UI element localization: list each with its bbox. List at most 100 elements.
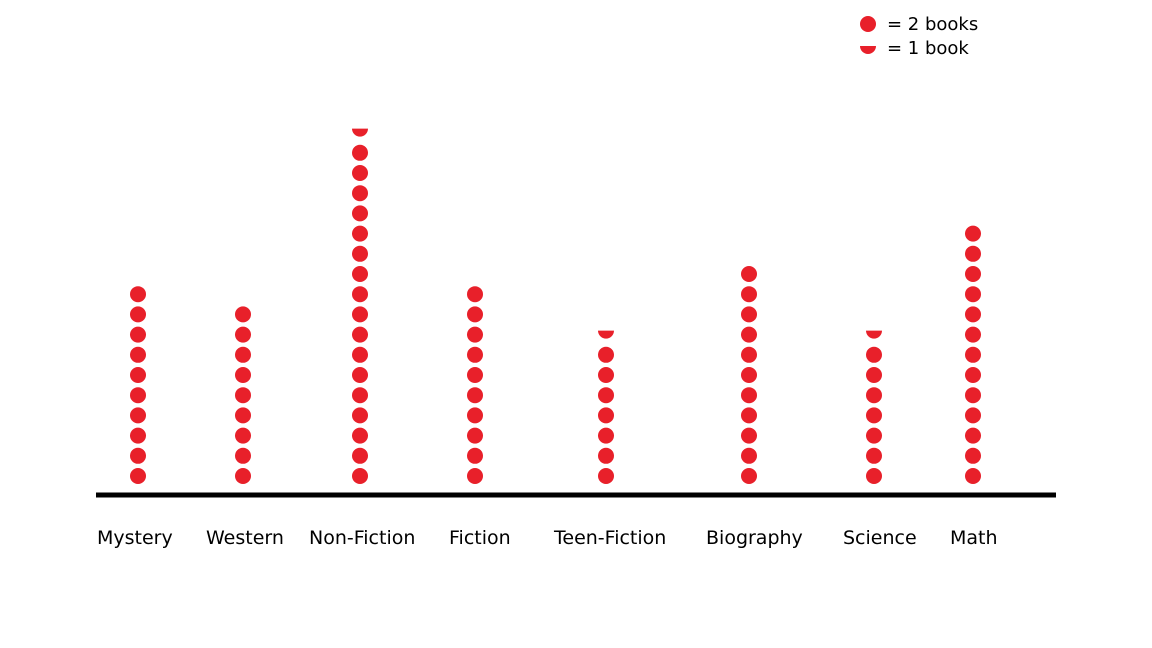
symbol-2-books <box>741 407 757 424</box>
legend-label-one-book: = 1 book <box>887 38 969 59</box>
column-teen-fiction <box>598 330 614 484</box>
symbol-2-books <box>130 447 146 464</box>
category-label: Western <box>206 527 284 549</box>
symbol-2-books <box>130 407 146 424</box>
symbol-2-books <box>352 165 368 181</box>
symbol-2-books <box>467 427 483 444</box>
symbol-2-books <box>741 427 757 444</box>
symbol-2-books <box>352 447 368 464</box>
category-label: Science <box>843 527 917 549</box>
symbol-2-books <box>352 427 368 444</box>
symbol-2-books <box>866 427 882 444</box>
symbol-2-books <box>235 326 251 343</box>
symbol-2-books <box>965 407 981 424</box>
column-non-fiction <box>352 128 368 484</box>
symbol-2-books <box>965 286 981 303</box>
symbol-2-books <box>352 205 368 222</box>
column-math <box>965 225 981 484</box>
symbol-2-books <box>467 468 483 484</box>
symbol-2-books <box>235 427 251 444</box>
symbol-2-books <box>235 407 251 424</box>
symbol-2-books <box>352 286 368 303</box>
legend-half-symbol <box>860 46 876 54</box>
symbol-2-books <box>467 367 483 383</box>
symbol-2-books <box>235 367 251 383</box>
symbol-2-books <box>866 407 882 424</box>
symbol-2-books <box>352 185 368 202</box>
symbol-2-books <box>352 306 368 323</box>
symbol-2-books <box>235 447 251 464</box>
symbol-2-books <box>130 427 146 444</box>
symbol-2-books <box>965 346 981 363</box>
symbol-2-books <box>352 367 368 383</box>
legend: = 2 books = 1 book <box>860 14 978 59</box>
symbol-2-books <box>866 447 882 464</box>
symbol-2-books <box>866 387 882 404</box>
symbol-2-books <box>741 266 757 282</box>
symbol-2-books <box>965 225 981 242</box>
symbol-2-books <box>467 306 483 323</box>
symbol-2-books <box>598 367 614 383</box>
symbol-2-books <box>130 326 146 343</box>
symbol-2-books <box>598 387 614 404</box>
legend-full-symbol <box>860 16 876 32</box>
symbol-2-books <box>598 346 614 363</box>
symbol-2-books <box>235 346 251 363</box>
symbol-2-books <box>130 367 146 383</box>
symbol-2-books <box>130 286 146 303</box>
symbol-columns <box>130 128 981 484</box>
category-labels: Mystery Western Non-Fiction Fiction Teen-Fic… <box>97 527 998 549</box>
category-label: Teen-Fiction <box>553 527 666 549</box>
symbol-2-books <box>235 306 251 323</box>
column-fiction <box>467 286 483 484</box>
symbol-2-books <box>866 468 882 484</box>
category-label: Math <box>950 527 998 549</box>
symbol-2-books <box>352 468 368 484</box>
symbol-2-books <box>741 346 757 363</box>
symbol-2-books <box>130 346 146 363</box>
symbol-2-books <box>467 346 483 363</box>
symbol-2-books <box>467 387 483 404</box>
symbol-2-books <box>965 326 981 343</box>
symbol-2-books <box>598 447 614 464</box>
category-label: Mystery <box>97 527 173 549</box>
symbol-2-books <box>235 468 251 484</box>
symbol-2-books <box>598 427 614 444</box>
symbol-2-books <box>467 326 483 343</box>
symbol-2-books <box>352 144 368 161</box>
symbol-2-books <box>866 367 882 383</box>
symbol-2-books <box>130 387 146 404</box>
column-science <box>866 330 882 484</box>
symbol-2-books <box>965 447 981 464</box>
symbol-2-books <box>352 266 368 282</box>
symbol-2-books <box>352 245 368 262</box>
symbol-2-books <box>741 447 757 464</box>
symbol-2-books <box>467 407 483 424</box>
symbol-2-books <box>741 468 757 484</box>
symbol-2-books <box>741 286 757 303</box>
symbol-2-books <box>965 367 981 383</box>
symbol-2-books <box>598 407 614 424</box>
symbol-2-books <box>352 407 368 424</box>
column-western <box>235 306 251 484</box>
symbol-1-book <box>352 128 368 137</box>
symbol-2-books <box>741 387 757 404</box>
symbol-2-books <box>235 387 251 404</box>
symbol-2-books <box>467 447 483 464</box>
symbol-2-books <box>965 245 981 262</box>
symbol-2-books <box>965 306 981 323</box>
category-label: Fiction <box>449 527 511 549</box>
symbol-2-books <box>866 346 882 363</box>
symbol-2-books <box>598 468 614 484</box>
column-biography <box>741 266 757 484</box>
symbol-2-books <box>965 427 981 444</box>
symbol-2-books <box>352 326 368 343</box>
symbol-2-books <box>352 387 368 404</box>
symbol-2-books <box>130 468 146 484</box>
symbol-1-book <box>598 330 614 339</box>
category-label: Biography <box>706 527 803 549</box>
symbol-2-books <box>352 346 368 363</box>
symbol-1-book <box>866 330 882 339</box>
symbol-2-books <box>741 367 757 383</box>
